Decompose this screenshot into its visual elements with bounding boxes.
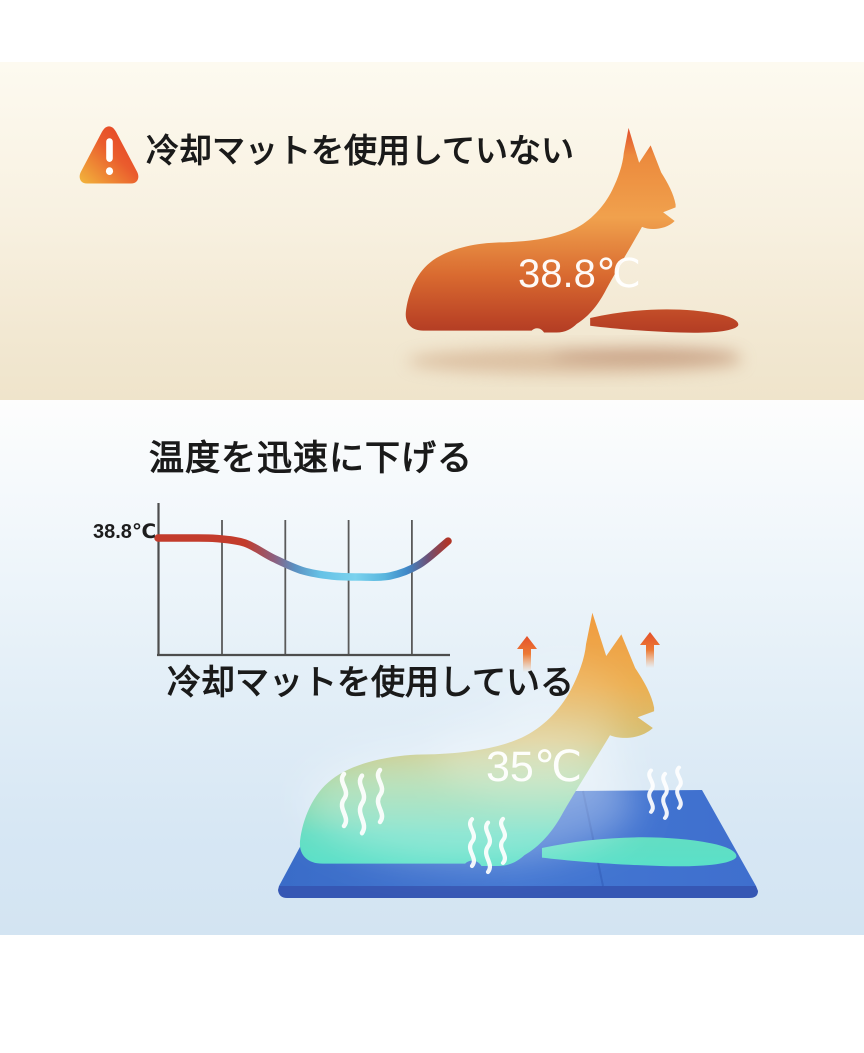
cool-mist: [305, 662, 635, 862]
warning-icon: [79, 126, 139, 184]
dog-reflection: [407, 348, 743, 374]
cool-dog-temperature: 35℃: [486, 743, 583, 791]
chart-start-temperature-label: 38.8℃: [93, 521, 157, 543]
top-panel-label: 冷却マットを使用していない: [146, 132, 575, 169]
chart-gridlines: [221, 520, 413, 655]
temperature-curve: [154, 534, 452, 581]
bottom-panel-label: 冷却マットを使用している: [167, 664, 574, 702]
temperature-chart: [154, 503, 452, 657]
top-panel-background: [0, 62, 864, 400]
bottom-panel-title: 温度を迅速に下げる: [149, 439, 474, 478]
exclamation-mark: [106, 138, 113, 162]
heat-arrow-icon: [640, 632, 660, 668]
hot-dog-temperature: 38.8℃: [518, 252, 641, 296]
